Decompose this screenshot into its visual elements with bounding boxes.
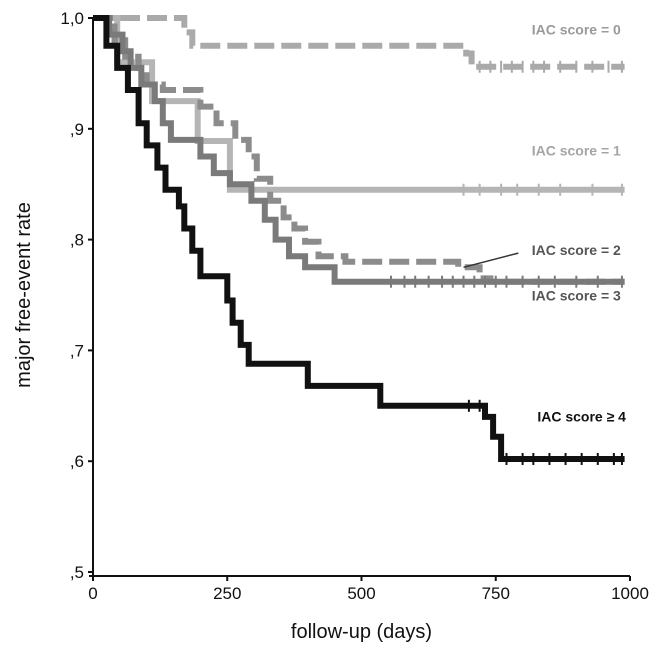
label-pointer-line <box>463 252 519 269</box>
series-labels: IAC score = 0 IAC score = 1 IAC score = 2 I… <box>463 22 626 424</box>
series-line <box>93 15 625 70</box>
series-line <box>93 15 625 285</box>
y-tick-label: ,7 <box>70 341 84 360</box>
y-tick-label: ,9 <box>70 120 84 139</box>
series-iac-score-0 <box>93 15 625 73</box>
x-tick-label: 0 <box>88 584 97 603</box>
series-label: IAC score ≥ 4 <box>537 408 626 424</box>
y-axis-title: major free-event rate <box>13 202 35 388</box>
y-tick-label: ,5 <box>70 563 84 582</box>
x-tick-label: 250 <box>213 584 241 603</box>
series-label: IAC score = 3 <box>532 288 621 304</box>
series-iac-score-gte-4 <box>93 15 625 465</box>
y-axis-ticks: ,5 ,6 ,7 ,8 ,9 1,0 <box>60 9 93 582</box>
x-axis-ticks: 0 250 500 750 1000 <box>88 576 649 603</box>
series-label: IAC score = 0 <box>532 22 621 38</box>
x-tick-label: 750 <box>482 584 510 603</box>
x-axis-title: follow-up (days) <box>291 621 432 643</box>
x-tick-label: 500 <box>347 584 375 603</box>
series-iac-score-3 <box>93 15 625 288</box>
series-label: IAC score = 2 <box>532 242 621 258</box>
series-line <box>93 15 625 193</box>
plot-area <box>93 15 625 465</box>
x-tick-label: 1000 <box>611 584 649 603</box>
y-tick-label: ,6 <box>70 452 84 471</box>
y-tick-label: ,8 <box>70 231 84 250</box>
series-line <box>93 15 625 462</box>
series-label: IAC score = 1 <box>532 142 621 158</box>
series-iac-score-1 <box>93 15 625 196</box>
y-tick-label: 1,0 <box>60 9 84 28</box>
